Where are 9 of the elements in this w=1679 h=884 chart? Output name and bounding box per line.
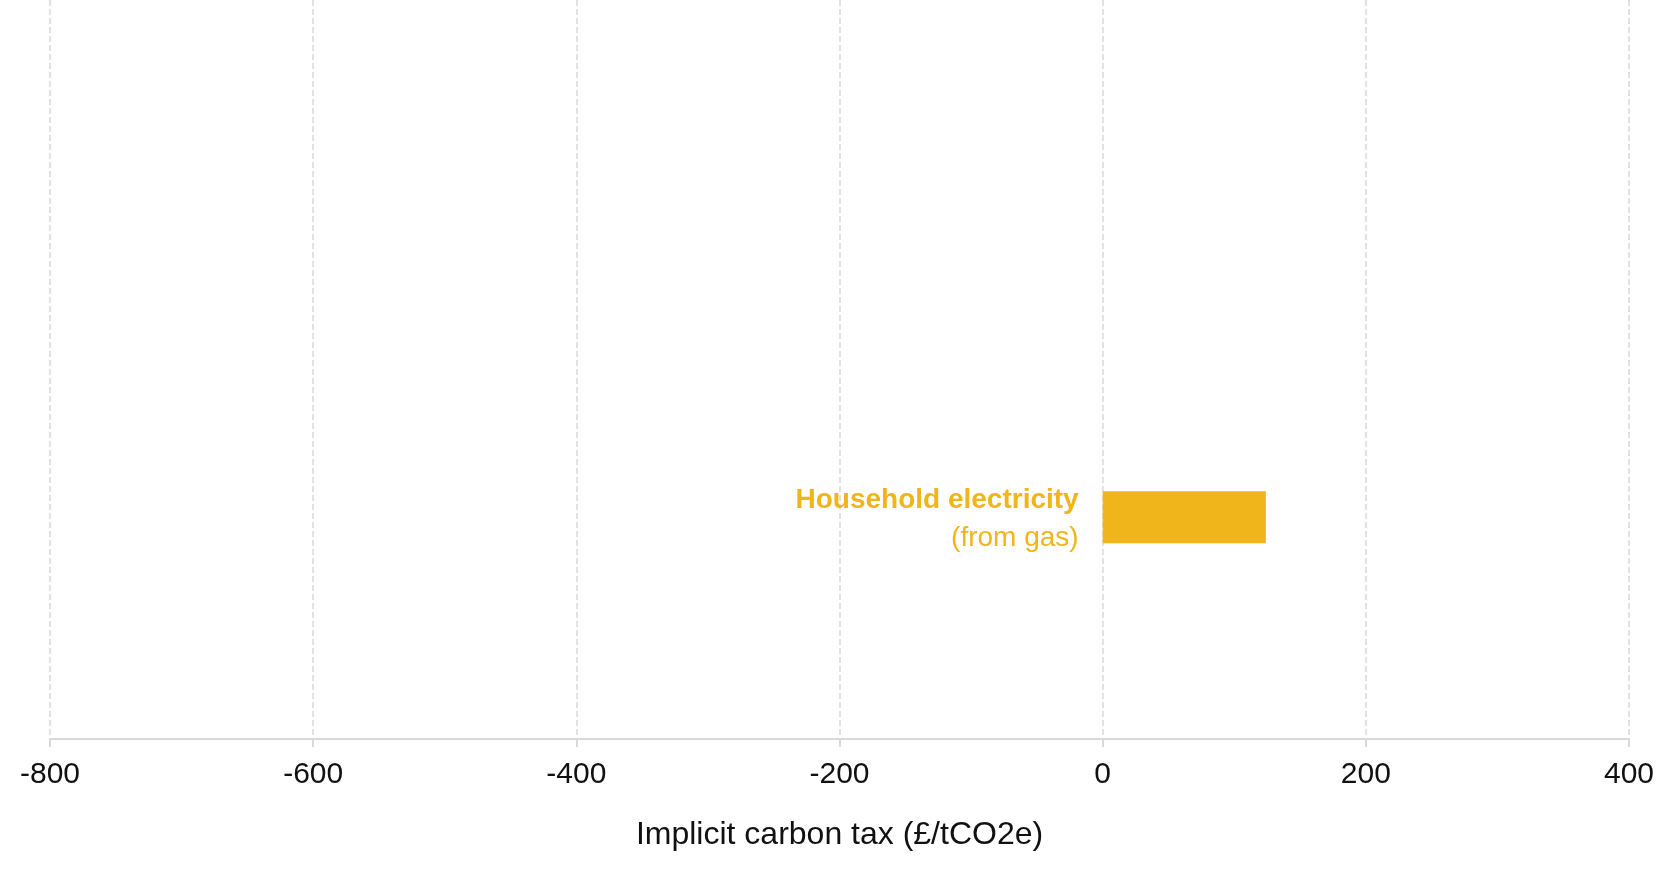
x-tick-label: -600 xyxy=(283,755,344,789)
x-tick-label: -200 xyxy=(809,755,870,789)
x-tick-label: 200 xyxy=(1340,755,1391,789)
x-tick-label: 400 xyxy=(1603,755,1655,789)
x-tick-label: 0 xyxy=(1094,755,1112,789)
x-tick-label: -800 xyxy=(19,755,81,789)
y-tick-label: Household electricity (from gas) xyxy=(795,482,1080,552)
x-tick-label: -400 xyxy=(546,755,607,789)
x-axis-title: Implicit carbon tax (£/tCO2e) xyxy=(635,815,1044,851)
